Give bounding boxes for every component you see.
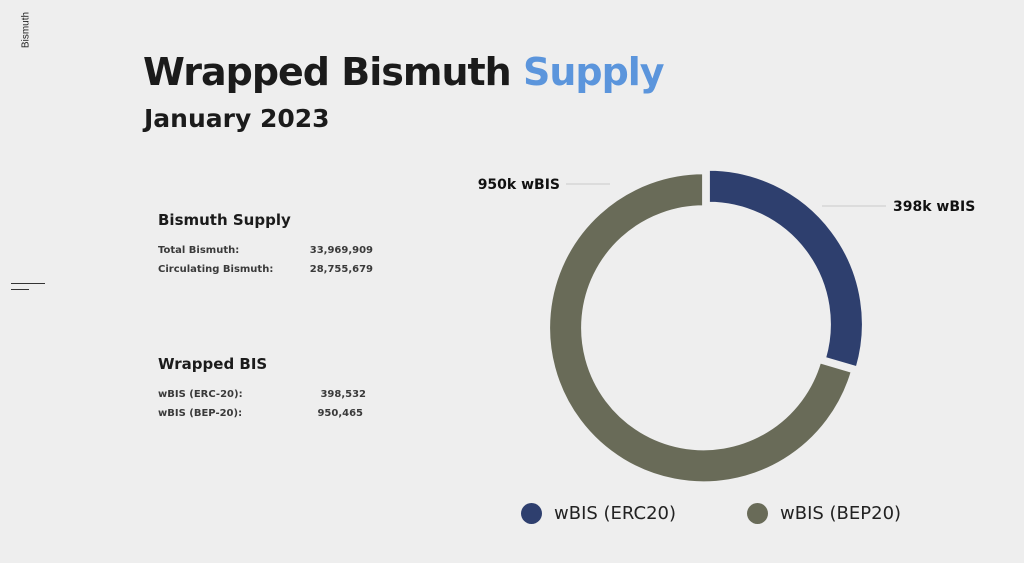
wrapped-bis-section: Wrapped BIS wBIS (ERC-20): 398,532 wBIS … (158, 355, 373, 427)
bismuth-supply-heading: Bismuth Supply (158, 211, 291, 229)
menu-icon-line-top (11, 283, 45, 284)
stat-row-circulating: Circulating Bismuth: 28,755,679 (158, 264, 373, 283)
stat-label: Total Bismuth: (158, 245, 240, 256)
title-accent: Supply (522, 50, 665, 94)
data-label-erc20: 398k wBIS (893, 199, 975, 215)
wrapped-bis-heading: Wrapped BIS (158, 355, 268, 373)
page-subtitle: January 2023 (144, 104, 330, 133)
legend-item-erc20: wBIS (ERC20) (521, 503, 676, 524)
stat-row-bep20: wBIS (BEP-20): 950,465 (158, 408, 363, 427)
stat-value: 33,969,909 (309, 245, 373, 256)
stat-label: Circulating Bismuth: (158, 264, 274, 275)
menu-icon-line-bottom (11, 289, 29, 290)
legend-label: wBIS (BEP20) (780, 503, 902, 524)
stat-value: 398,532 (320, 389, 366, 400)
legend-label: wBIS (ERC20) (554, 503, 677, 524)
stat-label: wBIS (ERC-20): (158, 389, 243, 400)
data-label-bep20: 950k wBIS (478, 177, 560, 193)
stat-value: 950,465 (317, 408, 363, 419)
donut-slice-bep20 (547, 171, 855, 485)
stat-value: 28,755,679 (309, 264, 373, 275)
stat-label: wBIS (BEP-20): (158, 408, 243, 419)
donut-slice-erc20 (706, 167, 865, 370)
bismuth-supply-section: Bismuth Supply Total Bismuth: 33,969,909… (158, 211, 373, 283)
legend-item-bep20: wBIS (BEP20) (747, 503, 901, 524)
legend-swatch (521, 503, 542, 524)
page-title: Wrapped Bismuth Supply (143, 50, 665, 94)
title-main: Wrapped Bismuth (143, 50, 512, 94)
legend-swatch (747, 503, 768, 524)
stat-row-total: Total Bismuth: 33,969,909 (158, 245, 373, 264)
donut-slices (547, 167, 865, 485)
stat-row-erc20: wBIS (ERC-20): 398,532 (158, 389, 366, 408)
